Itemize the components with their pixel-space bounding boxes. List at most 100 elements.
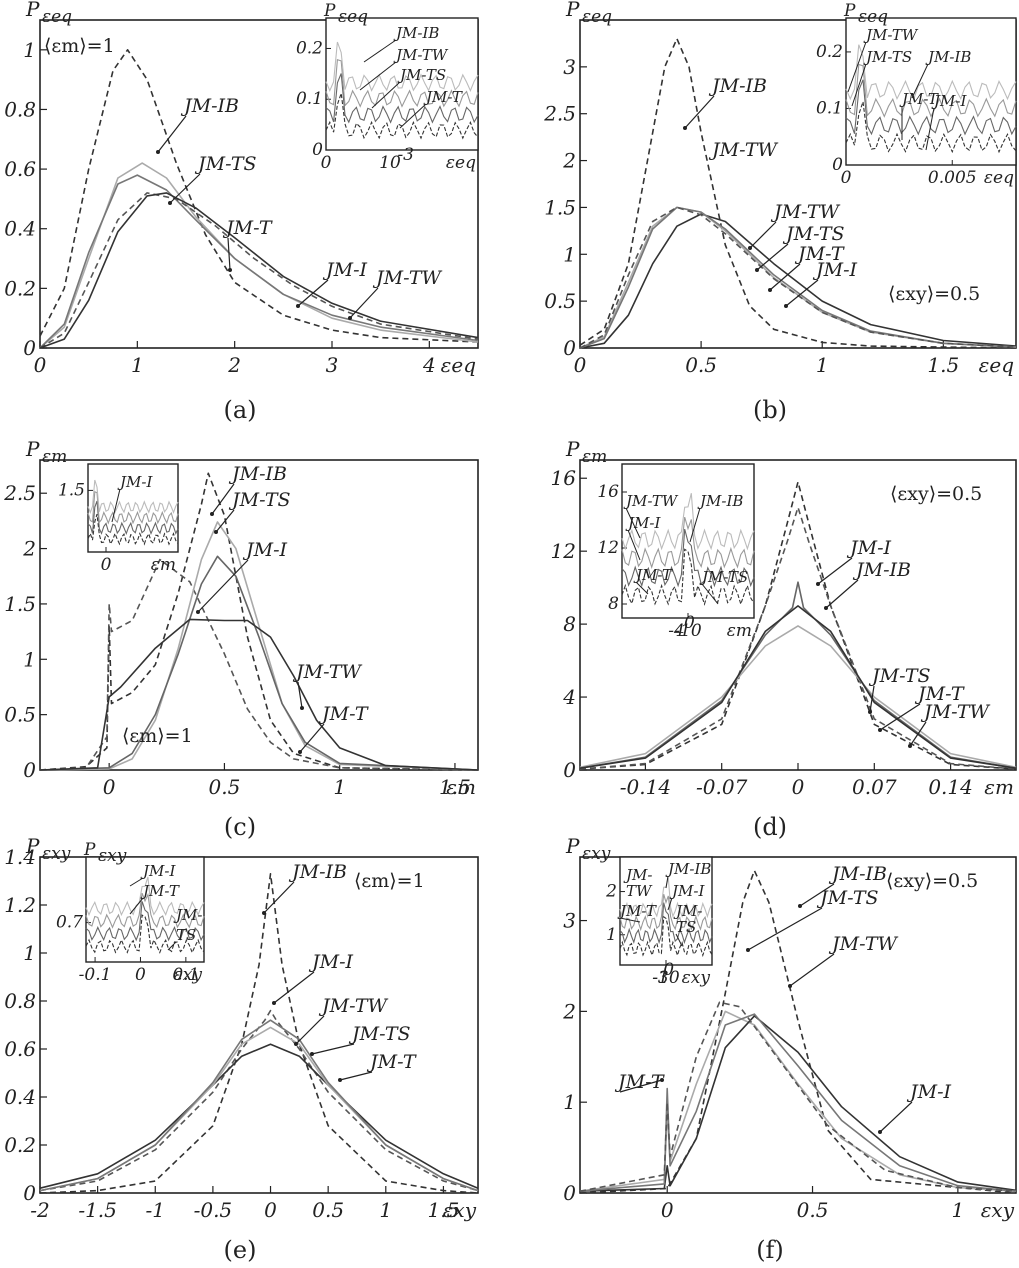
arrow-head (746, 948, 750, 952)
inset-annotation: JM-TW (623, 492, 679, 510)
inset-trace (85, 876, 205, 917)
series-line-jm-tw (39, 1043, 479, 1189)
annotation-arrow (297, 681, 303, 709)
series-annotation: JM-TS (228, 489, 291, 511)
series-annotation: JM-TW (828, 933, 898, 955)
y-axis-label-subscript: εxy (582, 844, 611, 864)
y-tick-label: 1 (563, 1090, 576, 1114)
y-axis-label-subscript: εxy (42, 844, 71, 864)
x-axis-label: εm (984, 775, 1014, 799)
arrow-head (300, 706, 304, 710)
inset-annotation-arrow (701, 583, 719, 605)
inset-annotation-arrow (625, 507, 641, 539)
series-annotation: JM-T (366, 1051, 417, 1073)
y-tick-label: 0.4 (4, 1085, 36, 1109)
arrow-head (168, 201, 172, 205)
series-annotation: JM-TS (816, 887, 879, 909)
inset-x-tick-label: -0.1 (79, 965, 112, 985)
inset-annotation-arrow (635, 581, 649, 595)
series-annotation: JM-IB (228, 463, 287, 485)
inset-trace (87, 514, 179, 546)
inset-x-axis-label: εeq (984, 168, 1014, 188)
arrow-head (788, 984, 792, 988)
series-line-jm-t (39, 1019, 479, 1192)
inset-trace (87, 479, 179, 514)
arrow-head (755, 268, 759, 272)
inset-y-axis-label: P (83, 840, 96, 860)
inset-y-tick-label: 0 (832, 155, 843, 175)
inset-annotation: TS (176, 926, 196, 944)
arrow-head (348, 316, 352, 320)
inset-y-axis-label-subscript: εeq (338, 7, 368, 27)
inset-y-tick-label: 1.5 (58, 480, 85, 500)
y-tick-label: 0 (563, 336, 576, 360)
series-line-jm-t (39, 555, 479, 771)
arrow-head (660, 1078, 664, 1082)
y-tick-label: 0.8 (4, 989, 36, 1013)
panel-caption: (f) (756, 1236, 784, 1264)
arrow-head (228, 268, 232, 272)
series-line-jm-i (579, 481, 1017, 770)
series-annotation: JM-I (242, 539, 287, 561)
inset-annotation-arrow (129, 877, 144, 887)
x-tick-label: 3 (326, 353, 339, 377)
plot-frame (579, 856, 1017, 1194)
x-tick-label: -0.5 (194, 1198, 233, 1222)
inset-trace (621, 548, 755, 606)
x-tick-label: 0 (103, 775, 116, 799)
arrow-head (338, 1078, 342, 1082)
inset-annotation: JM-IB (697, 492, 743, 510)
y-tick-label: 0 (23, 758, 36, 782)
y-tick-label: 1 (23, 941, 36, 965)
annotation-arrow (619, 1079, 663, 1093)
inset-trace (845, 101, 1017, 154)
inset-annotation: JM-TS (863, 48, 912, 66)
y-tick-label: 0.5 (4, 703, 36, 727)
inset-annotation-arrow (925, 107, 935, 151)
series-annotation: JM-T (794, 243, 845, 265)
inset-x-tick-label: 10 (379, 153, 401, 173)
panel-c: 0 0.5 1 1.5 2 2.5 0 0.5 1 1.5 P εm εm ⟨εm⟩=1 JM-IB JM-T… (3, 437, 479, 841)
inset-annotation-arrow (359, 61, 397, 91)
annotation-arrow (169, 173, 201, 204)
condition-note: ⟨εxy⟩=0.5 (886, 870, 978, 892)
y-tick-label: 2 (562, 149, 576, 173)
inset-annotation-arrow (619, 917, 641, 923)
y-axis-label: P (565, 0, 580, 21)
y-tick-label: 0.2 (4, 1133, 36, 1157)
inset-annotation: JM-T (140, 882, 180, 900)
y-tick-label: 3 (563, 55, 576, 79)
x-tick-label: 0 (264, 1198, 277, 1222)
inset-annotation-arrow (111, 488, 121, 523)
arrow-head (156, 150, 160, 154)
series-line-jm-i (579, 206, 1017, 349)
inset-annotation-arrow (665, 875, 669, 889)
x-tick-label: -0.14 (620, 775, 671, 799)
y-tick-label: 2.5 (543, 102, 576, 126)
series-line-jm-i (39, 192, 479, 349)
annotation-arrow (756, 243, 789, 271)
y-tick-label: 2.5 (3, 481, 36, 505)
x-axis-label: εeq (441, 353, 476, 377)
condition-note: ⟨εm⟩=1 (354, 870, 425, 892)
inset-annotation: JM- (173, 906, 202, 924)
inset-trace (87, 491, 179, 525)
inset-trace (845, 63, 1017, 118)
inset-annotation-arrow (689, 507, 701, 543)
inset-x-tick-label: 0 (684, 613, 695, 633)
series-line-jm-t (39, 174, 479, 349)
inset-y-tick-label: 1 (606, 925, 617, 945)
panel-d: 0 4 8 12 16 -0.14 -0.07 0 0.07 0.14 P εm εm ⟨εxy⟩=0.5… (551, 437, 1017, 841)
series-annotation: JM-TW (372, 267, 442, 289)
series-annotation: JM-T (614, 1071, 665, 1093)
series-line-jm-ib (579, 37, 1017, 349)
inset-annotation-arrow (627, 529, 641, 561)
inset-x-axis-label: εxy (174, 965, 203, 985)
y-tick-label: 2 (562, 999, 576, 1023)
inset-annotation: JM-TS (397, 66, 446, 84)
series-annotation: JM-TS (782, 223, 845, 245)
annotation-arrow (879, 703, 921, 731)
x-tick-label: 1 (379, 1198, 392, 1222)
